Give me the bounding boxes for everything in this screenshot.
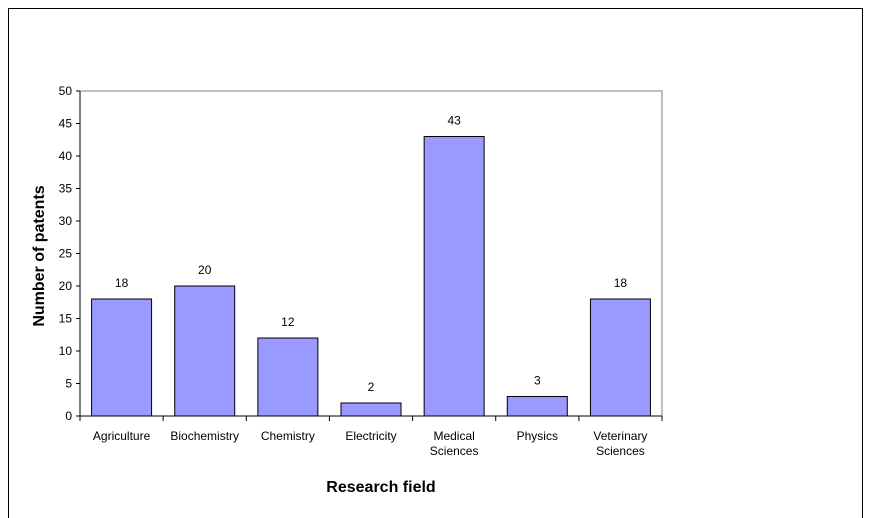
y-tick-label: 50 bbox=[59, 84, 73, 98]
bar bbox=[423, 136, 485, 417]
plot-border bbox=[79, 90, 663, 417]
chart-frame bbox=[8, 8, 863, 518]
data-labels: 18 20 12 2 43 3 18 bbox=[115, 114, 628, 395]
y-tick-label: 10 bbox=[59, 344, 73, 358]
x-tick-label: Physics bbox=[517, 429, 558, 443]
y-tick-label: 40 bbox=[59, 149, 73, 163]
x-axis-title: Research field bbox=[326, 479, 435, 496]
bar-value-label: 18 bbox=[115, 276, 129, 290]
bar bbox=[257, 337, 319, 417]
x-tick-label: Medical Sciences bbox=[430, 429, 479, 458]
x-tick-label: Electricity bbox=[345, 429, 396, 443]
bar-value-label: 3 bbox=[534, 374, 541, 388]
y-axis-title: Number of patents bbox=[31, 185, 48, 326]
x-tick-label: Veterinary Sciences bbox=[593, 429, 647, 458]
y-tick-label: 30 bbox=[59, 214, 73, 228]
y-tick-label: 0 bbox=[65, 409, 72, 423]
y-tick-label: 45 bbox=[59, 117, 73, 131]
x-tick-label: Agriculture bbox=[93, 429, 151, 443]
bar-value-label: 20 bbox=[198, 263, 212, 277]
bar bbox=[91, 298, 153, 417]
y-tick-label: 5 bbox=[65, 377, 72, 391]
y-axis: 0 5 10 15 20 25 30 35 40 45 50 bbox=[59, 84, 81, 423]
y-tick-label: 15 bbox=[59, 312, 73, 326]
y-tick-label: 20 bbox=[59, 279, 73, 293]
x-tick-label: Biochemistry bbox=[170, 429, 239, 443]
bar bbox=[340, 402, 402, 417]
bar-value-label: 2 bbox=[368, 380, 375, 394]
bar bbox=[174, 285, 236, 417]
y-tick-label: 35 bbox=[59, 182, 73, 196]
x-tick-label: Chemistry bbox=[261, 429, 315, 443]
bar bbox=[589, 298, 651, 417]
bar bbox=[506, 396, 568, 417]
plot-area bbox=[79, 90, 663, 417]
bar-value-label: 43 bbox=[447, 114, 461, 128]
bars bbox=[91, 136, 651, 417]
bar-value-label: 12 bbox=[281, 315, 295, 329]
y-tick-label: 25 bbox=[59, 247, 73, 261]
x-axis: Agriculture Biochemistry Chemistry Electric… bbox=[79, 415, 663, 458]
bar-value-label: 18 bbox=[614, 276, 628, 290]
